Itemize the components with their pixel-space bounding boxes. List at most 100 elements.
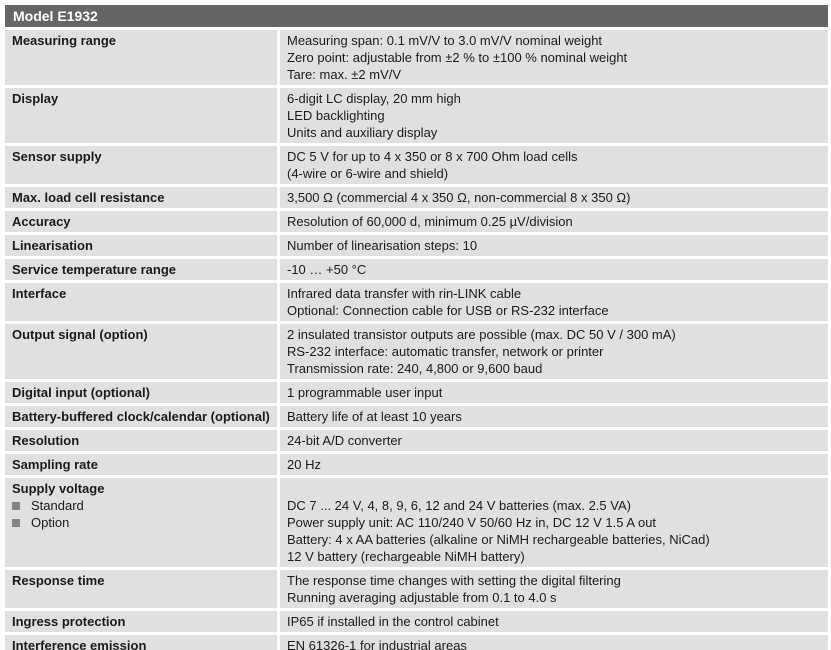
spec-label-cell: Interference emission (5, 635, 277, 650)
spec-label: Supply voltage (12, 481, 105, 496)
table-row: Display 6-digit LC display, 20 mm high LED… (5, 88, 828, 143)
spec-label-cell: Accuracy (5, 211, 277, 232)
bullet-square-icon (12, 501, 20, 510)
table-row: Linearisation Number of linearisation ste… (5, 235, 828, 256)
spec-label: Sensor supply (12, 149, 102, 164)
spec-value-line (287, 480, 820, 497)
spec-value-line: -10 … +50 °C (287, 262, 367, 277)
spec-value-cell: EN 61326-1 for industrial areas (280, 635, 828, 650)
spec-label: Resolution (12, 433, 80, 448)
spec-value-cell: DC 7 ... 24 V, 4, 8, 9, 6, 12 and 24 V b… (280, 478, 828, 567)
spec-value-line: 12 V battery (rechargeable NiMH battery) (287, 549, 525, 564)
spec-value-line: (4-wire or 6-wire and shield) (287, 166, 449, 181)
spec-value-line: Battery life of at least 10 years (287, 409, 462, 424)
spec-value-cell: Infrared data transfer with rin-LINK cab… (280, 283, 828, 321)
table-row: Sampling rate 20 Hz (5, 454, 828, 475)
spec-label: Linearisation (12, 238, 93, 253)
spec-value-line: Measuring span: 0.1 mV/V to 3.0 mV/V nom… (287, 33, 603, 48)
spec-value-line: 24-bit A/D converter (287, 433, 402, 448)
spec-label: Accuracy (12, 214, 71, 229)
spec-value-line: Resolution of 60,000 d, minimum 0.25 µV/… (287, 214, 573, 229)
spec-value-line: Number of linearisation steps: 10 (287, 238, 478, 253)
spec-value-cell: 20 Hz (280, 454, 828, 475)
spec-value-line: 20 Hz (287, 457, 321, 472)
spec-sub-item: Standard (12, 497, 269, 514)
spec-value-line: Battery: 4 x AA batteries (alkaline or N… (287, 532, 710, 547)
spec-label-cell: Sampling rate (5, 454, 277, 475)
spec-label-cell: Response time (5, 570, 277, 608)
spec-value-line: 3,500 Ω (commercial 4 x 350 Ω, non-comme… (287, 190, 631, 205)
spec-value-cell: The response time changes with setting t… (280, 570, 828, 608)
spec-label-cell: Linearisation (5, 235, 277, 256)
spec-value-line: Units and auxiliary display (287, 125, 438, 140)
spec-label-cell: Output signal (option) (5, 324, 277, 379)
spec-label-cell: Display (5, 88, 277, 143)
bullet-square-icon (12, 518, 20, 527)
table-row: Accuracy Resolution of 60,000 d, minimum … (5, 211, 828, 232)
spec-value-line: Transmission rate: 240, 4,800 or 9,600 b… (287, 361, 543, 376)
table-row: Measuring range Measuring span: 0.1 mV/V … (5, 30, 828, 85)
spec-label: Sampling rate (12, 457, 98, 472)
spec-value-line: Running averaging adjustable from 0.1 to… (287, 590, 557, 605)
spec-label: Interference emission (12, 638, 147, 650)
spec-label-cell: Sensor supply (5, 146, 277, 184)
spec-label-cell: Service temperature range (5, 259, 277, 280)
table-row: Digital input (optional) 1 programmable u… (5, 382, 828, 403)
spec-label: Output signal (option) (12, 327, 148, 342)
spec-rows-container: Measuring range Measuring span: 0.1 mV/V … (5, 30, 828, 650)
spec-label: Battery-buffered clock/calendar (optiona… (12, 409, 270, 424)
spec-value-line: Power supply unit: AC 110/240 V 50/60 Hz… (287, 515, 657, 530)
spec-value-line: 1 programmable user input (287, 385, 443, 400)
spec-value-cell: Number of linearisation steps: 10 (280, 235, 828, 256)
spec-label: Interface (12, 286, 67, 301)
spec-value-cell: Measuring span: 0.1 mV/V to 3.0 mV/V nom… (280, 30, 828, 85)
spec-value-cell: Resolution of 60,000 d, minimum 0.25 µV/… (280, 211, 828, 232)
spec-sub-item-label: Standard (31, 498, 84, 513)
spec-value-line: DC 7 ... 24 V, 4, 8, 9, 6, 12 and 24 V b… (287, 498, 631, 513)
spec-label: Service temperature range (12, 262, 177, 277)
table-row: Sensor supply DC 5 V for up to 4 x 350 or… (5, 146, 828, 184)
spec-value-cell: 1 programmable user input (280, 382, 828, 403)
spec-label-cell: Battery-buffered clock/calendar (optiona… (5, 406, 277, 427)
table-header: Model E1932 (5, 5, 828, 27)
spec-value-cell: -10 … +50 °C (280, 259, 828, 280)
spec-value-cell: 2 insulated transistor outputs are possi… (280, 324, 828, 379)
table-row: Interface Infrared data transfer with rin… (5, 283, 828, 321)
spec-value-line: Tare: max. ±2 mV/V (287, 67, 402, 82)
spec-value-cell: IP65 if installed in the control cabinet (280, 611, 828, 632)
spec-label-cell: Digital input (optional) (5, 382, 277, 403)
table-row: Max. load cell resistance 3,500 Ω (commer… (5, 187, 828, 208)
spec-value-line: IP65 if installed in the control cabinet (287, 614, 499, 629)
spec-label-cell: Supply voltage Standard Option (5, 478, 277, 567)
spec-value-line: Infrared data transfer with rin-LINK cab… (287, 286, 522, 301)
spec-value-line: RS-232 interface: automatic transfer, ne… (287, 344, 604, 359)
spec-label: Digital input (optional) (12, 385, 150, 400)
spec-value-line: 2 insulated transistor outputs are possi… (287, 327, 676, 342)
spec-table: Model E1932 Measuring range Measuring spa… (5, 5, 828, 650)
table-row: Resolution 24-bit A/D converter (5, 430, 828, 451)
spec-value-line: EN 61326-1 for industrial areas (287, 638, 467, 650)
table-row: Output signal (option) 2 insulated transi… (5, 324, 828, 379)
spec-label-cell: Measuring range (5, 30, 277, 85)
table-row: Supply voltage Standard Option DC 7 ... 24… (5, 478, 828, 567)
spec-sub-item-label: Option (31, 515, 70, 530)
spec-value-cell: 6-digit LC display, 20 mm high LED backli… (280, 88, 828, 143)
spec-label: Display (12, 91, 59, 106)
spec-value-cell: 24-bit A/D converter (280, 430, 828, 451)
spec-label-cell: Resolution (5, 430, 277, 451)
spec-label-cell: Interface (5, 283, 277, 321)
spec-value-line: DC 5 V for up to 4 x 350 or 8 x 700 Ohm … (287, 149, 578, 164)
spec-value-cell: DC 5 V for up to 4 x 350 or 8 x 700 Ohm … (280, 146, 828, 184)
table-row: Response time The response time changes w… (5, 570, 828, 608)
table-row: Battery-buffered clock/calendar (optiona… (5, 406, 828, 427)
spec-sub-item: Option (12, 514, 269, 531)
spec-value-line: The response time changes with setting t… (287, 573, 621, 588)
table-row: Interference emission EN 61326-1 for indu… (5, 635, 828, 650)
spec-value-cell: Battery life of at least 10 years (280, 406, 828, 427)
table-row: Ingress protection IP65 if installed in t… (5, 611, 828, 632)
table-row: Service temperature range -10 … +50 °C (5, 259, 828, 280)
spec-label-cell: Max. load cell resistance (5, 187, 277, 208)
spec-value-line: 6-digit LC display, 20 mm high (287, 91, 461, 106)
spec-label: Ingress protection (12, 614, 126, 629)
